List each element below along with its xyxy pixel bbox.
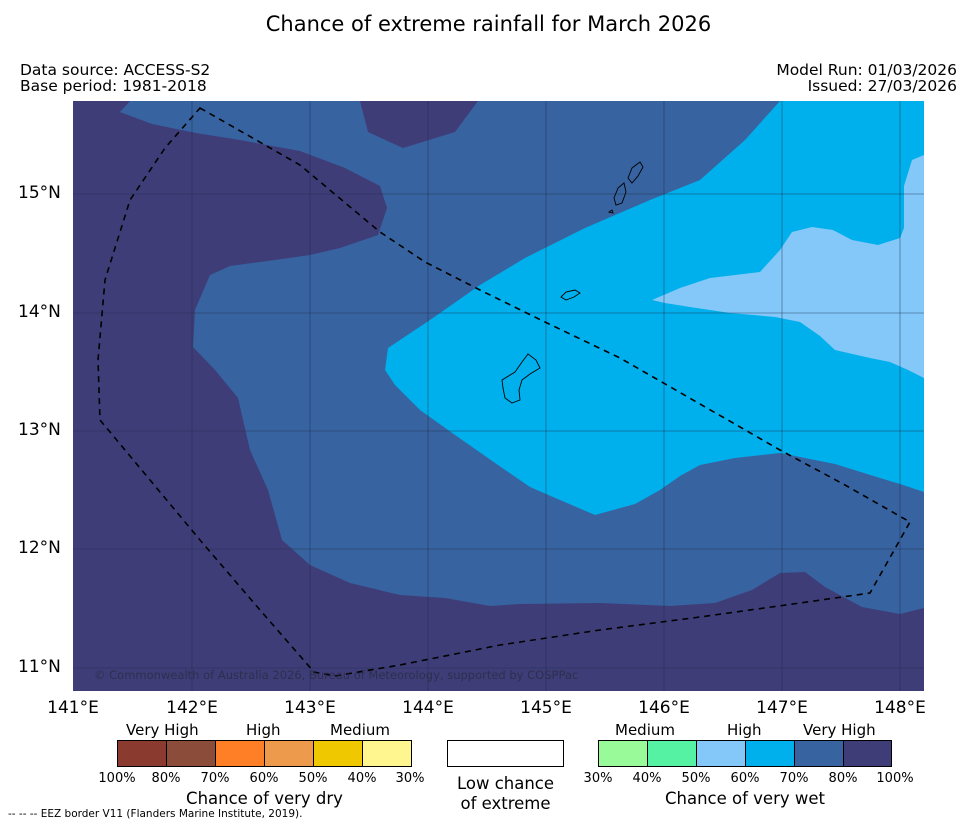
dry-tick: 40% [347, 771, 377, 786]
low-chance-swatch [447, 740, 564, 767]
lon-label-147e: 147°E [756, 698, 808, 718]
eez-footnote: -- -- -- EEZ border V11 (Flanders Marine… [8, 808, 303, 820]
wet-header-high: High [727, 721, 762, 739]
dry-tick: 100% [98, 771, 136, 786]
island-guam [501, 353, 541, 404]
lon-label-142e: 142°E [166, 698, 218, 718]
dry-tick: 80% [151, 771, 181, 786]
island-saipan [627, 161, 644, 184]
lat-label-11n: 11°N [18, 657, 61, 677]
dry-tick: 30% [395, 771, 425, 786]
wet-divider [696, 740, 697, 767]
lon-label-144e: 144°E [402, 698, 454, 718]
wet-tick: 30% [583, 771, 613, 786]
dry-swatch-50-60 [264, 740, 313, 767]
meta-right: Model Run: 01/03/2026 Issued: 27/03/2026 [776, 62, 957, 94]
dry-divider [166, 740, 167, 767]
region-high-60-70 [385, 101, 924, 515]
low-chance-label: Low chance of extreme [437, 774, 574, 814]
eez-border [97, 106, 912, 677]
islands [501, 161, 644, 404]
wet-divider [745, 740, 746, 767]
wet-swatch-70-80 [794, 740, 843, 767]
wet-colorbar-frame [598, 740, 892, 767]
wet-tick: 40% [632, 771, 662, 786]
lon-label-148e: 148°E [874, 698, 926, 718]
low-chance-line2: of extreme [460, 794, 551, 813]
wet-swatch-50-60 [696, 740, 745, 767]
wet-swatch-80-100 [843, 740, 892, 767]
wet-swatch-30-40 [598, 740, 647, 767]
lon-label-145e: 145°E [520, 698, 572, 718]
wet-tick: 50% [681, 771, 711, 786]
dry-swatch-60-70 [215, 740, 264, 767]
wet-swatch-60-70 [745, 740, 794, 767]
wet-header-medium: Medium [615, 721, 675, 739]
lat-label-14n: 14°N [18, 302, 61, 322]
low-chance-line1: Low chance [456, 774, 555, 793]
lon-label-141e: 141°E [47, 698, 99, 718]
wet-tick: 80% [828, 771, 858, 786]
dry-colorbar-frame [117, 740, 412, 767]
wet-tick: 100% [876, 771, 914, 786]
copyright-text: © Commonwealth of Australia 2026, Bureau… [94, 668, 578, 682]
wet-tick: 60% [730, 771, 760, 786]
data-source-text: Data source: ACCESS-S2 [20, 61, 211, 79]
dry-tick: 60% [249, 771, 279, 786]
dry-tick: 70% [200, 771, 230, 786]
region-high-50-60 [652, 155, 924, 378]
dry-swatch-40-50 [313, 740, 362, 767]
dry-swatch-70-80 [166, 740, 215, 767]
island-rota [560, 289, 581, 301]
dry-header-very-high: Very High [126, 721, 199, 739]
dry-legend-title: Chance of very dry [186, 789, 343, 808]
lat-label-12n: 12°N [18, 538, 61, 558]
chart-title: Chance of extreme rainfall for March 202… [265, 12, 712, 36]
wet-tick: 70% [779, 771, 809, 786]
dry-swatch-30-40 [362, 740, 411, 767]
dry-divider [362, 740, 363, 767]
lon-label-143e: 143°E [284, 698, 336, 718]
issued-text: Issued: 27/03/2026 [807, 77, 957, 95]
wet-divider [794, 740, 795, 767]
wet-divider [843, 740, 844, 767]
graticule [73, 101, 924, 691]
wet-header-very-high: Very High [803, 721, 876, 739]
island-aguijan [607, 209, 614, 214]
wet-swatch-40-50 [647, 740, 696, 767]
model-run-text: Model Run: 01/03/2026 [776, 61, 957, 79]
dry-swatch-80-100 [117, 740, 166, 767]
dry-divider [215, 740, 216, 767]
wet-divider [647, 740, 648, 767]
dry-header-high: High [246, 721, 281, 739]
dry-tick: 50% [298, 771, 328, 786]
base-period-text: Base period: 1981-2018 [20, 77, 207, 95]
dry-header-medium: Medium [330, 721, 390, 739]
dry-divider [264, 740, 265, 767]
rainfall-map: © Commonwealth of Australia 2026, Bureau… [73, 101, 924, 691]
lat-label-15n: 15°N [18, 183, 61, 203]
dry-divider [313, 740, 314, 767]
island-tinian [613, 182, 627, 206]
lon-label-146e: 146°E [638, 698, 690, 718]
meta-left: Data source: ACCESS-S2 Base period: 1981… [20, 62, 210, 94]
lat-label-13n: 13°N [18, 420, 61, 440]
wet-legend-title: Chance of very wet [665, 789, 825, 808]
